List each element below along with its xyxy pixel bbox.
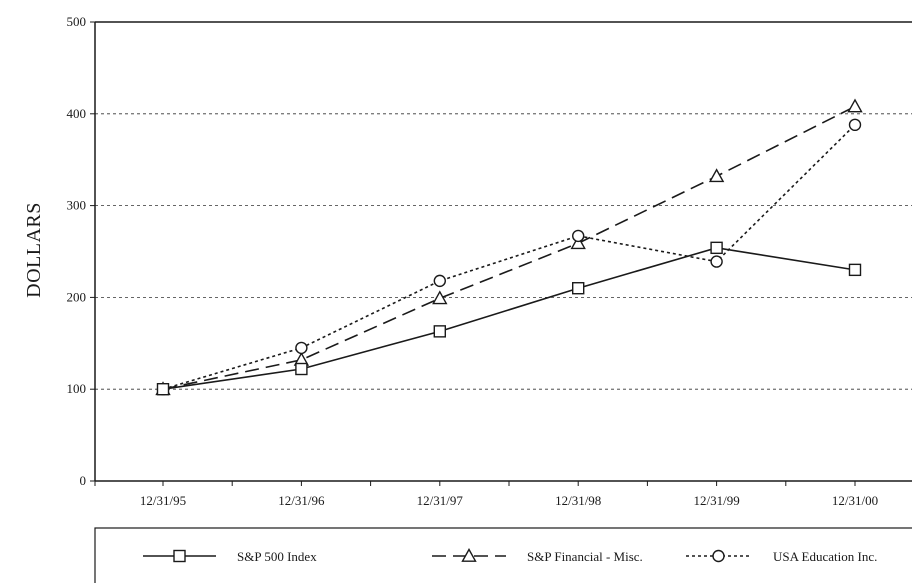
- y-axis-label: DOLLARS: [23, 202, 45, 298]
- data-point-circle: [710, 255, 723, 268]
- series-line: [162, 247, 856, 390]
- series-square: [162, 247, 856, 390]
- legend-label: S&P Financial - Misc.: [527, 549, 643, 564]
- y-tick-label: 100: [67, 381, 87, 396]
- legend-marker-square: [173, 549, 186, 563]
- y-tick-label: 0: [80, 473, 87, 488]
- data-point-square: [710, 241, 723, 255]
- series-triangle: [162, 105, 856, 390]
- legend-label: USA Education Inc.: [773, 549, 877, 564]
- data-point-square: [433, 325, 446, 338]
- y-tick-label: 400: [67, 106, 87, 121]
- x-tick-label: 12/31/96: [278, 493, 325, 508]
- data-point-square: [572, 282, 585, 295]
- y-tick-label: 500: [67, 14, 87, 29]
- series-circle: [162, 124, 856, 390]
- data-point-circle: [433, 274, 446, 288]
- y-tick-label: 300: [67, 198, 87, 213]
- data-point-circle: [295, 341, 308, 355]
- data-point-triangle: [570, 235, 586, 250]
- data-point-square: [295, 362, 308, 376]
- data-point-square: [848, 263, 862, 277]
- x-tick-label: 12/31/00: [832, 493, 878, 508]
- legend-item: S&P Financial - Misc.: [432, 548, 643, 564]
- legend-box: [94, 527, 912, 583]
- x-tick-label: 12/31/98: [555, 493, 601, 508]
- y-tick-label: 200: [67, 289, 87, 304]
- series-markers-triangle: [155, 98, 863, 396]
- legend-item: USA Education Inc.: [686, 549, 877, 564]
- data-point-triangle: [432, 290, 448, 305]
- x-tick-label: 12/31/99: [693, 493, 739, 508]
- x-tick-label: 12/31/97: [417, 493, 464, 508]
- grid-layer: [95, 113, 912, 390]
- data-point-triangle: [847, 98, 863, 113]
- series-layer: [155, 98, 863, 396]
- axis-layer: 0 100 200 300 400 500 12/31/95 12/31/96 12/31/97…: [67, 14, 912, 508]
- data-point-square: [156, 383, 170, 396]
- series-line: [162, 124, 856, 390]
- legend-marker-circle: [712, 549, 725, 563]
- data-point-circle: [848, 118, 862, 132]
- x-tick-label: 12/31/95: [140, 493, 186, 508]
- data-point-circle: [572, 229, 585, 243]
- legend-label: S&P 500 Index: [237, 549, 317, 564]
- legend: S&P 500 Index S&P Financial - Misc. USA Ed…: [94, 527, 912, 583]
- data-point-triangle: [708, 168, 725, 183]
- series-markers-circle: [156, 118, 862, 396]
- legend-item: S&P 500 Index: [143, 549, 317, 564]
- legend-marker-triangle: [461, 548, 477, 562]
- series-line: [162, 105, 856, 390]
- series-markers-square: [156, 241, 862, 396]
